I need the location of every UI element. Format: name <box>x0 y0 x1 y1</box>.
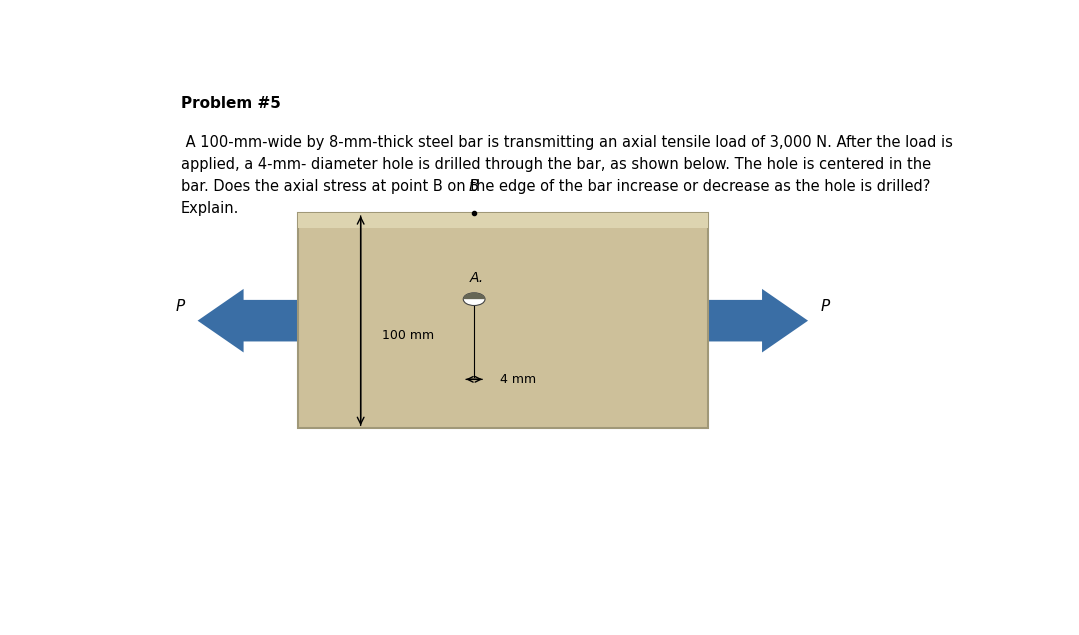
Text: P: P <box>176 298 186 314</box>
Text: 4 mm: 4 mm <box>500 373 536 386</box>
Bar <box>298 213 708 228</box>
Text: B: B <box>469 178 479 194</box>
Text: A 100-mm-wide by 8-mm-thick steel bar is transmitting an axial tensile load of 3: A 100-mm-wide by 8-mm-thick steel bar is… <box>181 135 953 217</box>
Bar <box>298 213 708 428</box>
Text: A.: A. <box>470 272 484 286</box>
Text: Problem #5: Problem #5 <box>181 96 281 110</box>
Text: 100 mm: 100 mm <box>382 329 434 342</box>
FancyArrow shape <box>708 289 808 352</box>
Wedge shape <box>463 293 484 299</box>
Text: P: P <box>821 298 830 314</box>
FancyArrow shape <box>197 289 298 352</box>
Circle shape <box>463 293 484 305</box>
